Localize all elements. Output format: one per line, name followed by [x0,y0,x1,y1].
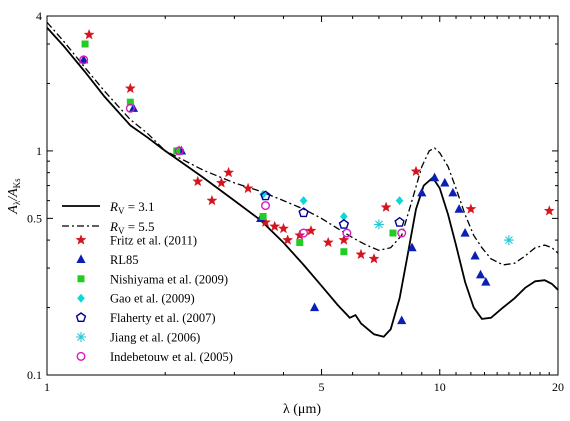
point-indebetouw-et-al-2005 [397,228,407,238]
point-fritz-et-al-2011 [223,166,235,178]
point-nishiyama-et-al-2009 [259,212,267,220]
point-fritz-et-al-2011 [192,175,204,187]
point-nishiyama-et-al-2009 [389,229,397,237]
point-nishiyama-et-al-2009 [173,147,181,155]
x-tick-label: 10 [434,380,446,394]
point-fritz-et-al-2011 [282,234,294,245]
point-fritz-et-al-2011 [277,222,289,234]
point-fritz-et-al-2011 [322,236,334,248]
point-rl85 [440,177,450,187]
point-indebetouw-et-al-2005 [125,103,135,113]
point-jiang-et-al-2006 [503,235,514,246]
point-fritz-et-al-2011 [242,182,254,194]
point-fritz-et-al-2011 [465,203,477,214]
point-jiang-et-al-2006 [373,219,384,230]
point-nishiyama-et-al-2009 [81,40,89,48]
point-fritz-et-al-2011 [338,234,350,245]
point-gao-et-al-2009 [340,211,348,221]
point-nishiyama-et-al-2009 [340,248,348,256]
curve-rv31 [46,26,559,338]
point-indebetouw-et-al-2005 [260,201,270,211]
y-tick-label: 1 [36,144,42,158]
data-points [79,28,555,325]
legend-label: Gao et al. (2009) [110,292,195,306]
point-nishiyama-et-al-2009 [296,239,304,247]
point-fritz-et-al-2011 [305,225,317,236]
point-rl85 [407,242,417,252]
x-tick-label: 1 [44,380,50,394]
plot-frame [46,15,559,376]
legend-marker [76,332,86,342]
y-tick-label: 0.1 [27,368,42,382]
y-label-sub1: λ [12,200,22,205]
legend-label: Flaherty et al. (2007) [110,311,216,325]
point-rl85 [470,250,480,260]
point-fritz-et-al-2011 [215,177,227,188]
point-rl85 [79,54,89,64]
point-nishiyama-et-al-2009 [126,98,134,106]
x-tick-label: 20 [552,380,564,394]
legend-label: Nishiyama et al. (2009) [110,272,228,286]
point-fritz-et-al-2011 [380,201,392,212]
point-flaherty-et-al-2007 [298,207,309,218]
point-fritz-et-al-2011 [355,248,367,260]
legend-marker [76,254,86,263]
x-tick-label: 5 [319,380,325,394]
x-axis-label: λ (μm) [283,402,321,417]
legend-marker [77,293,85,303]
point-rl85 [460,228,470,237]
legend-label: RV = 3.1 [109,199,155,216]
point-fritz-et-al-2011 [368,253,380,264]
legend-label: RL85 [110,253,138,267]
y-tick-label: 0.5 [27,211,42,225]
point-rl85 [454,204,464,213]
point-flaherty-et-al-2007 [338,218,350,229]
point-gao-et-al-2009 [395,196,404,206]
axis-ticks [46,15,559,376]
point-rl85 [397,315,407,325]
point-fritz-et-al-2011 [269,220,281,232]
point-rl85 [309,302,320,312]
point-flaherty-et-al-2007 [260,190,271,201]
point-indebetouw-et-al-2005 [299,228,309,238]
point-indebetouw-et-al-2005 [174,146,184,156]
legend-marker [75,234,87,245]
point-fritz-et-al-2011 [124,82,136,94]
point-indebetouw-et-al-2005 [79,55,89,65]
legend-label: Indebetouw et al. (2005) [110,350,233,364]
y-axis-label: Aλ/AKs [6,178,22,215]
legend-marker [77,275,85,283]
legend-marker [75,312,87,322]
point-gao-et-al-2009 [299,196,308,206]
y-label-main: A [6,205,21,215]
y-label-slash: /A [6,188,21,202]
point-rl85 [448,187,458,197]
point-rl85 [417,187,427,197]
legend-label: Fritz et al. (2011) [110,234,197,248]
legend-marker [76,351,86,361]
point-rl85 [475,269,486,279]
legend-label: Jiang et al. (2006) [110,331,200,345]
model-curves [46,21,559,338]
y-label-sub2: Ks [12,178,22,188]
legend-label: RV = 5.5 [109,219,155,236]
point-fritz-et-al-2011 [543,205,555,216]
point-rl85 [429,172,440,182]
point-indebetouw-et-al-2005 [342,228,352,238]
point-flaherty-et-al-2007 [394,216,405,227]
point-rl85 [481,277,491,286]
axis-tick-labels: 1 5 10 20 0.1 0.5 1 4 [27,9,564,394]
curve-rv55 [46,21,559,266]
point-fritz-et-al-2011 [410,165,422,177]
point-fritz-et-al-2011 [206,194,218,206]
point-fritz-et-al-2011 [83,28,95,40]
y-tick-label: 4 [36,9,42,23]
